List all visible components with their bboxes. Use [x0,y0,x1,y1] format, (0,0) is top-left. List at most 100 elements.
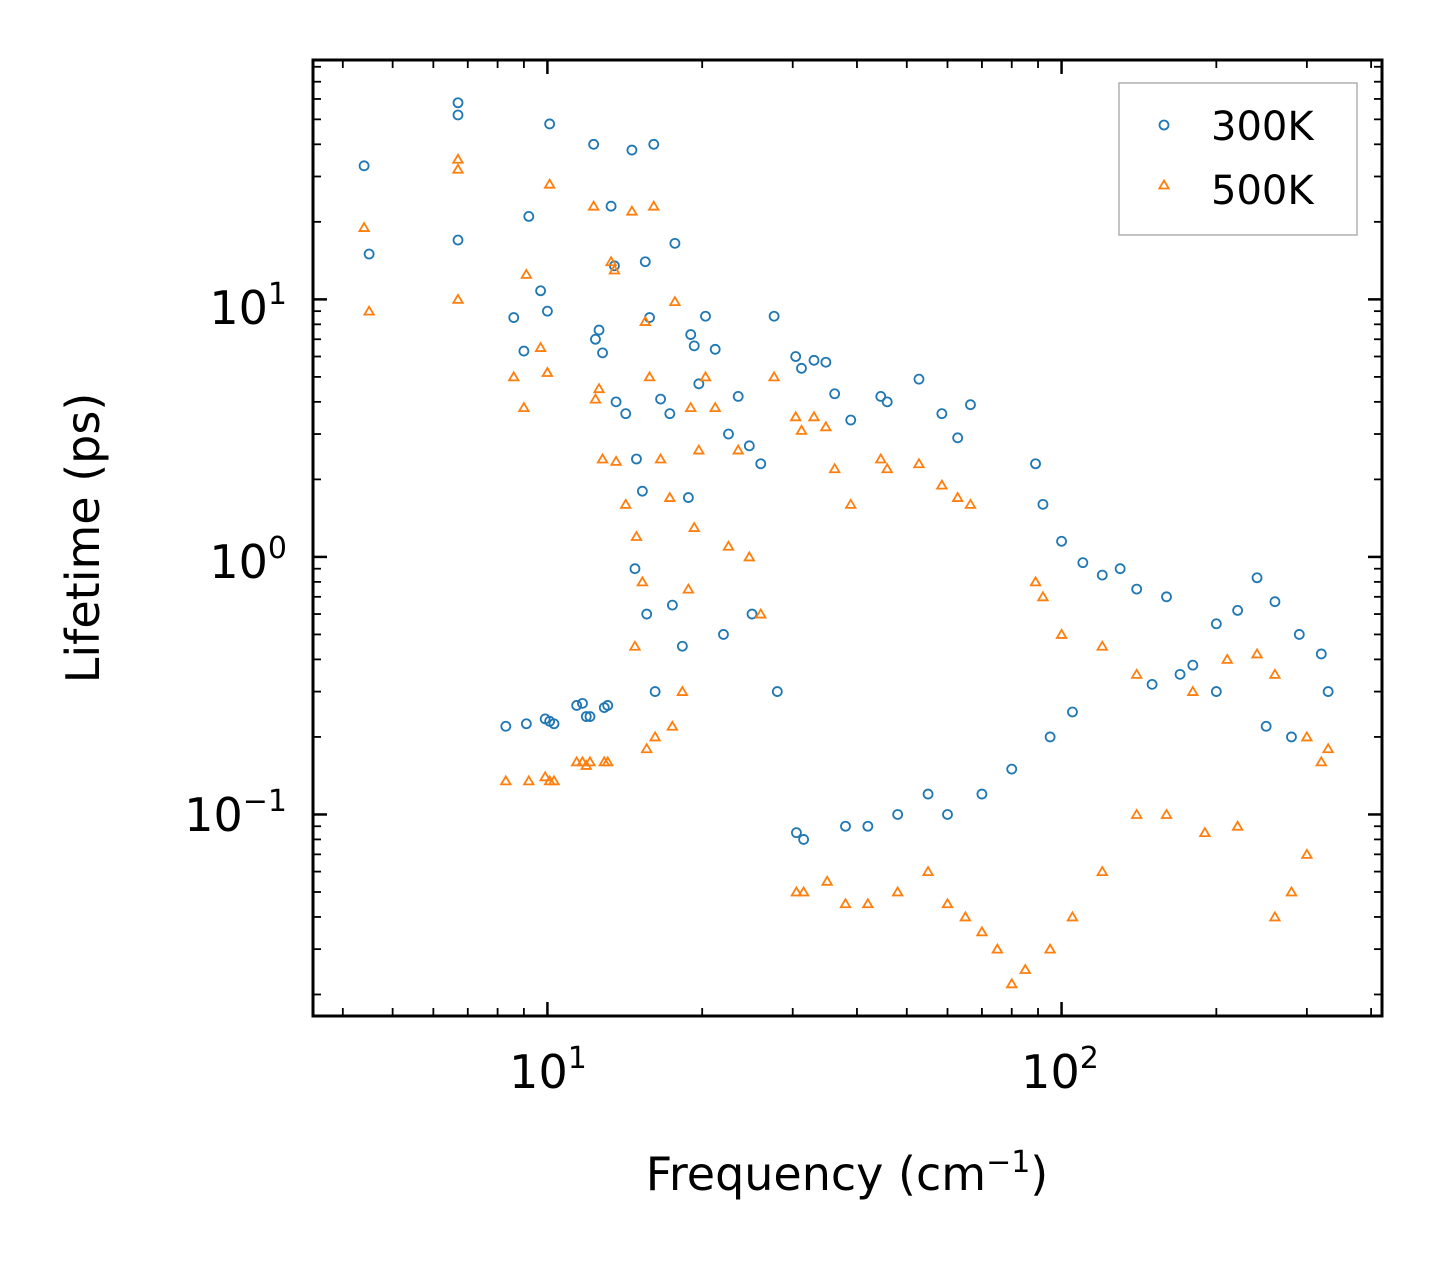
data-point-300K [580,711,592,722]
data-point-500K [819,420,833,432]
data-point-500K [807,410,821,422]
data-point-500K [820,875,834,886]
data-point-500K [790,885,803,897]
data-point-500K [451,152,465,164]
data-point-300K [790,351,802,362]
data-point-500K [1231,819,1244,831]
data-point-300K [1044,731,1056,743]
data-point-500K [1018,963,1032,974]
data-point-300K [952,432,964,444]
data-point-300K [1232,604,1244,616]
data-point-500K [666,719,679,731]
data-point-500K [789,410,802,422]
data-point-300K [820,356,832,368]
data-point-500K [630,530,643,541]
data-point-500K [684,401,698,412]
data-point-300K [610,396,622,408]
data-point-300K [669,237,681,249]
data-point-500K [687,521,701,532]
data-point-500K [797,885,810,897]
data-point-500K [991,942,1004,954]
data-point-500K [570,755,583,767]
data-point-500K [921,865,935,877]
data-point-300K [723,428,734,440]
legend-marker-500K [1157,178,1171,190]
data-point-500K [592,382,606,394]
data-point-500K [541,366,554,377]
data-point-300K [535,285,547,297]
x-tick-label-100: 102 [1021,1041,1099,1099]
data-point-300K [520,718,532,730]
x-axis-title: Frequency (cm−1) [646,1145,1049,1201]
data-point-300K [602,700,614,711]
data-point-500K [1250,647,1264,659]
data-point-500K [1095,639,1109,651]
data-point-500K [451,162,465,174]
data-point-300K [875,391,887,402]
data-point-300K [840,820,851,832]
data-point-500K [654,452,667,464]
data-point-300K [544,118,556,130]
data-point-300K [685,329,697,340]
data-point-300K [649,686,661,697]
data-point-300K [892,809,904,820]
data-point-300K [913,373,925,385]
data-point-300K [718,629,729,640]
data-point-300K [1269,596,1281,608]
data-point-300K [1293,629,1305,640]
data-point-500K [1160,808,1173,819]
data-point-500K [604,255,618,267]
data-point-300K [1161,591,1172,603]
data-point-500K [964,498,977,509]
data-point-500K [682,582,695,594]
data-point-300K [1210,618,1222,630]
data-point-300K [693,378,705,390]
data-point-300K [1114,563,1126,575]
data-point-300K [1315,648,1327,660]
data-point-500K [912,457,926,469]
data-point-500K [1220,653,1234,664]
data-point-300K [588,138,600,150]
data-point-500K [676,685,689,696]
data-point-500K [1130,668,1143,679]
data-point-300K [965,399,976,411]
data-point-300K [571,700,583,711]
data-point-500K [625,204,639,216]
data-point-300K [700,310,711,322]
data-point-500K [951,491,964,502]
y-tick-label-1: 100 [209,531,287,589]
data-point-500K [1268,668,1282,679]
data-point-300K [666,599,678,611]
data-point-300K [682,492,694,503]
data-point-500K [601,755,614,767]
data-point-500K [795,424,808,435]
data-point-300K [676,640,688,652]
data-point-300K [593,324,605,336]
data-point-500K [648,730,662,742]
data-point-300K [942,809,953,820]
data-point-500K [891,885,904,897]
data-point-300K [508,312,520,323]
data-point-500K [767,370,781,382]
data-point-500K [1268,910,1282,922]
data-point-300K [597,347,608,359]
data-point-500K [1066,910,1079,922]
data-point-300K [584,711,596,722]
data-point-300K [791,827,802,839]
data-point-300K [936,408,948,420]
data-point-500K [844,498,858,509]
data-point-500K [1300,730,1314,742]
data-point-300K [1030,458,1041,470]
data-point-500K [640,742,653,754]
y-tick-label-10: 101 [209,277,287,335]
data-point-500K [959,910,972,922]
data-point-500K [975,925,989,937]
data-point-500K [538,770,552,782]
minor-ticks [313,60,1382,1016]
data-point-500K [507,370,521,382]
series-300K-points [358,97,1334,845]
data-point-300K [1286,731,1297,743]
data-point-500K [643,370,656,382]
data-point-300K [1077,557,1089,569]
data-point-500K [754,607,768,619]
